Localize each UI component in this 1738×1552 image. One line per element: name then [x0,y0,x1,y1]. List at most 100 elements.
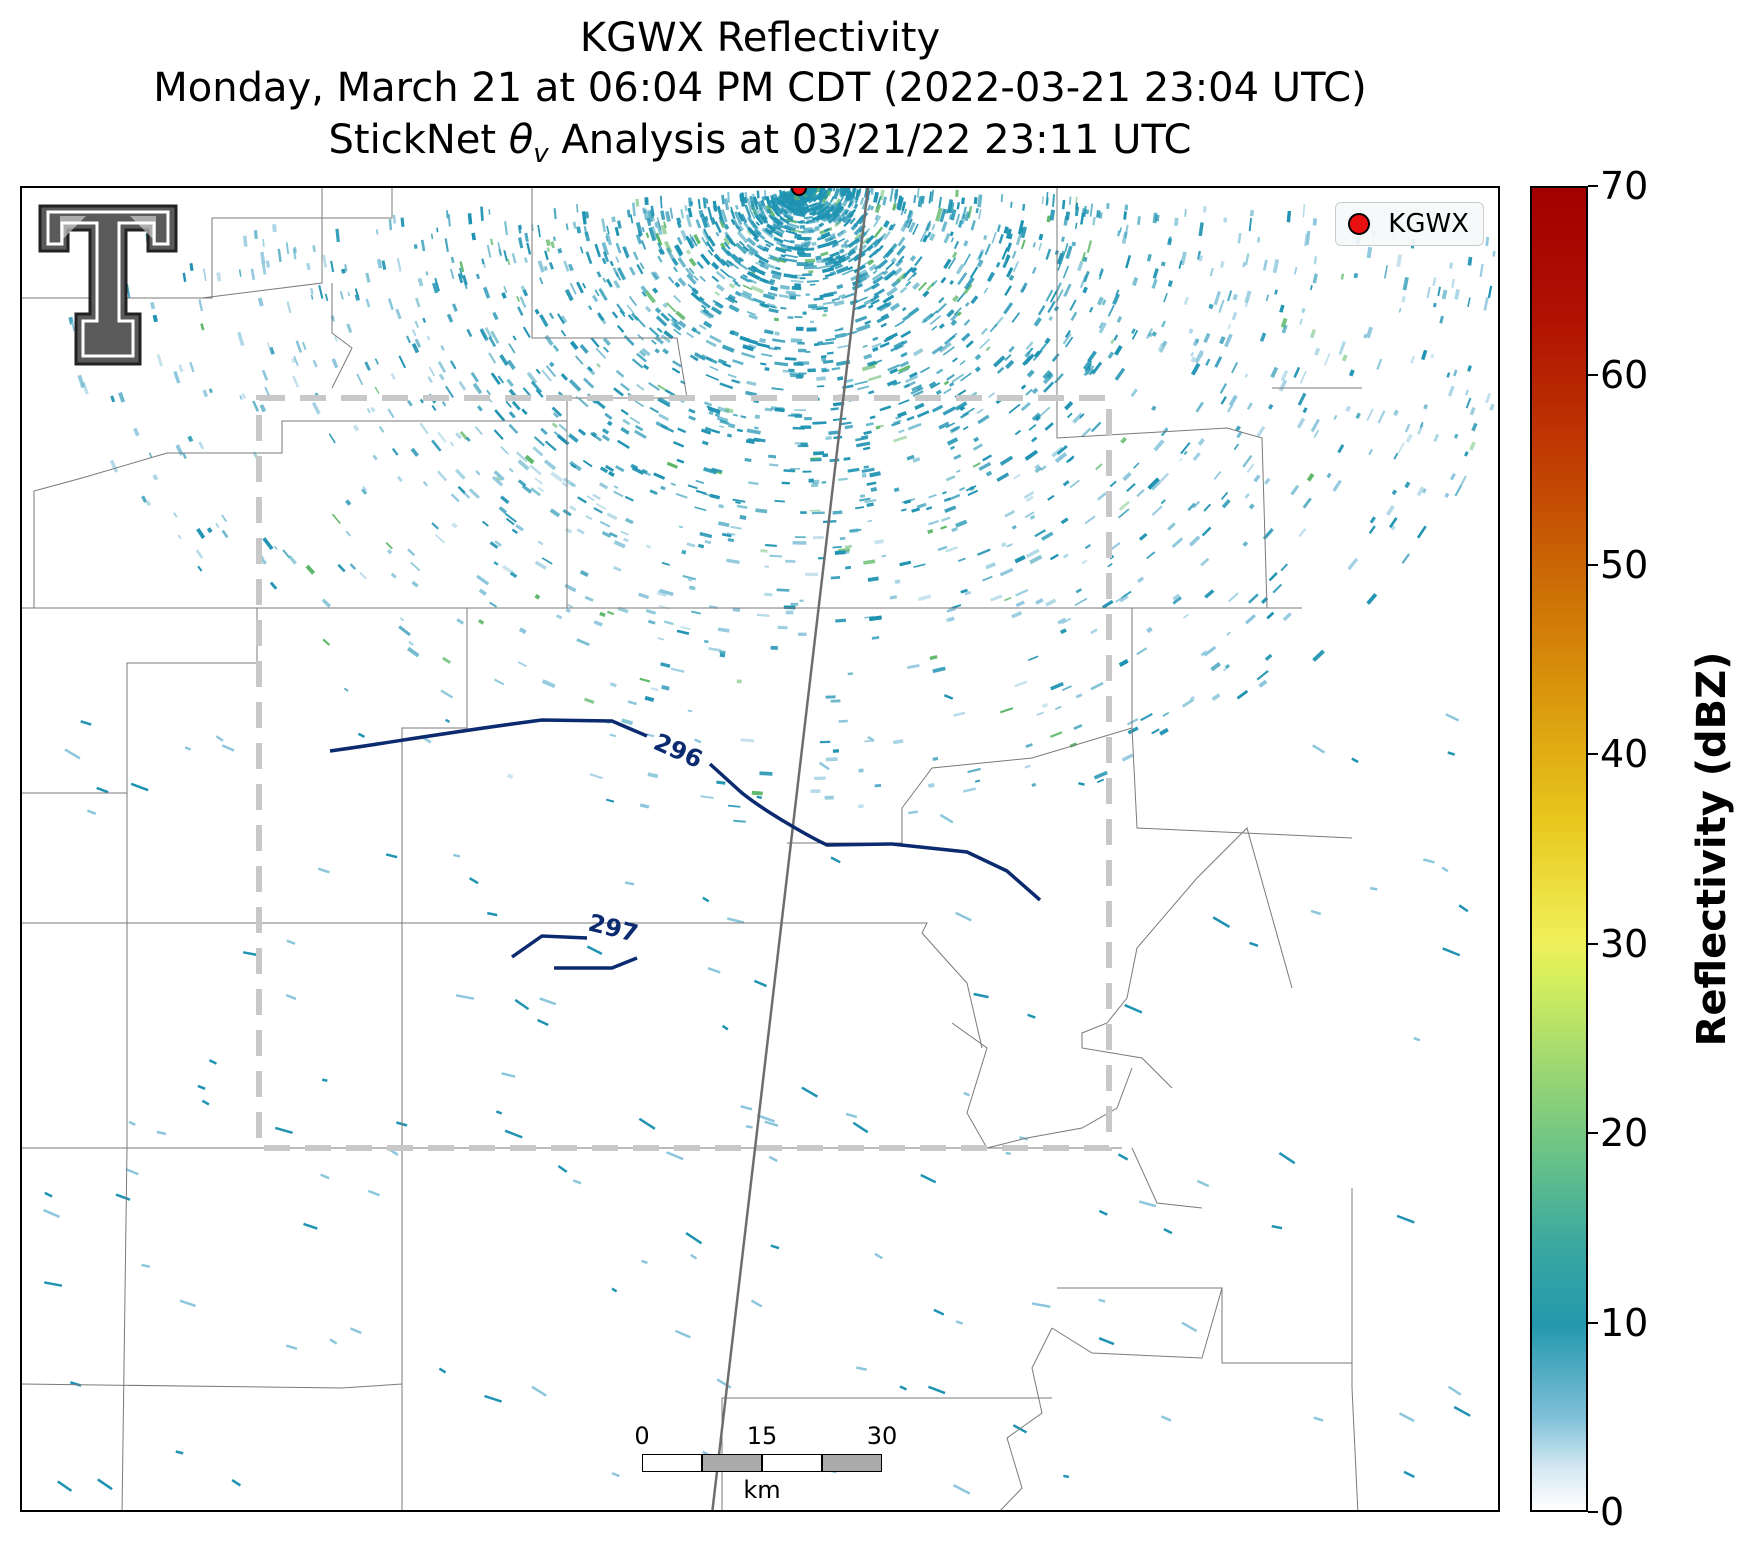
echo-gate [420,239,426,252]
echo-gate [660,312,670,322]
echo-gate [312,359,318,368]
echo-gate [634,400,645,408]
echo-gate [593,507,603,514]
echo-gate [607,610,615,616]
echo-gate [967,767,981,774]
echo-gate [1464,451,1469,457]
echo-gate [1302,407,1308,414]
echo-gate [1333,414,1338,420]
echo-gate [1244,253,1250,266]
echo-gate [815,217,822,222]
echo-gate [562,477,575,488]
echo-gate [748,344,757,350]
echo-gate [486,244,492,258]
echo-gate [592,493,601,501]
echo-gate [238,269,242,277]
echo-gate [964,276,975,290]
echo-gate [893,487,900,493]
echo-gate [859,494,866,498]
echo-gate [216,272,222,282]
echo-gate [1471,422,1478,432]
echo-gate [746,428,761,435]
echo-gate [1264,477,1271,485]
echo-gate [963,253,971,266]
echo-gate [1450,472,1456,481]
echo-gate [545,239,551,247]
echo-gate [838,719,848,723]
echo-gate [257,297,264,307]
echo-gate [269,581,278,590]
echo-gate [719,650,726,654]
echo-gate [949,279,955,285]
echo-gate [735,501,741,505]
echo-gate [1027,1013,1036,1019]
echo-gate [1041,196,1044,204]
echo-gate [893,266,903,277]
echo-gate [577,496,587,504]
echo-gate [943,694,954,700]
echo-gate [467,213,473,225]
echo-gate [827,213,840,224]
echo-gate [1010,201,1013,208]
echo-gate [811,241,817,247]
echo-gate [1249,210,1254,217]
echo-gate [1248,217,1252,232]
echo-gate [1384,265,1388,279]
echo-gate [872,275,884,285]
echo-gate [826,212,837,222]
echo-gate [422,317,427,323]
echo-gate [1403,1470,1415,1478]
echo-gate [1159,727,1169,736]
echo-gate [480,206,484,221]
echo-gate [765,243,772,248]
echo-gate [1047,494,1055,501]
echo-gate [598,287,608,301]
echo-gate [1161,320,1166,328]
echo-gate [1161,340,1167,347]
echo-gate [71,321,75,332]
echo-gate [764,367,770,371]
scale-segment [642,1454,702,1472]
echo-gate [1075,693,1083,699]
echo-gate [935,207,943,222]
echo-gate [674,1329,691,1339]
echo-gate [565,223,569,231]
colorbar-tick [1588,753,1598,756]
echo-gate [1423,404,1429,410]
echo-gate [1242,454,1253,468]
echo-gate [645,609,657,615]
echo-gate [931,280,938,287]
echo-gate [544,440,557,452]
echo-gate [328,433,336,444]
echo-gate [97,1478,113,1491]
echo-gate [630,214,634,224]
echo-gate [1147,477,1160,490]
echo-gate [568,263,574,272]
radar-map[interactable]: 296 297 KGWX 0 15 30 km [20,186,1500,1512]
echo-gate [673,328,682,336]
echo-gate [970,295,979,304]
echo-gate [322,254,328,268]
echo-gate [1062,480,1070,487]
echo-gate [470,372,479,383]
echo-gate [1188,535,1201,547]
echo-gate [519,627,527,634]
echo-gate [952,251,958,259]
echo-gate [863,559,876,565]
echo-gate [1069,479,1080,489]
echo-gate [1049,731,1063,738]
echo-gate [1038,406,1051,418]
echo-gate [675,492,688,499]
echo-gate [1101,299,1107,306]
echo-gate [601,242,610,256]
echo-gate [522,289,529,297]
echo-gate [541,369,552,382]
echo-gate [804,416,812,421]
echo-gate [1066,455,1075,464]
echo-gate [724,407,734,414]
echo-gate [910,266,918,274]
echo-gate [1099,212,1103,219]
echo-gate [760,362,767,366]
echo-gate [1031,387,1039,395]
echo-gate [903,208,907,215]
